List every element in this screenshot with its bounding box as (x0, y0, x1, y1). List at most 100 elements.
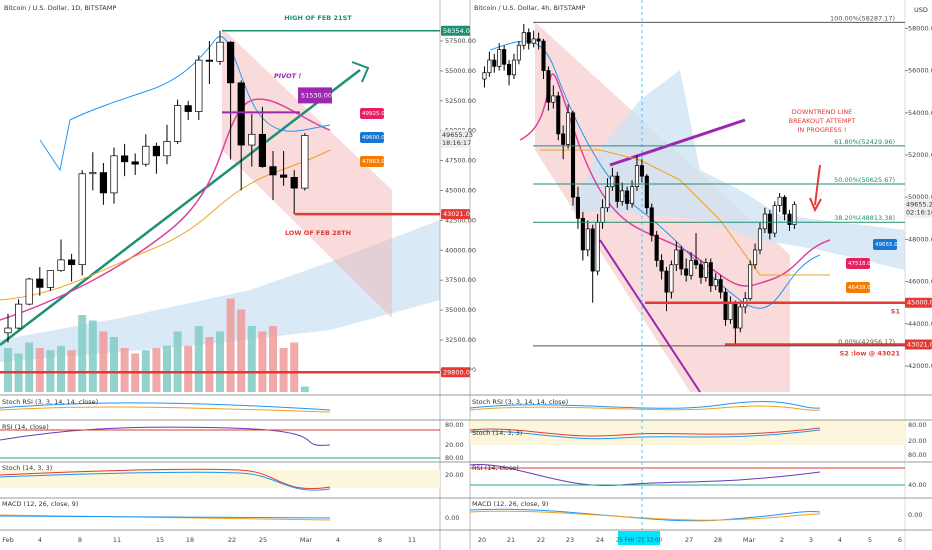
candle-body (57, 259, 65, 271)
x-tick-label: 15 (156, 536, 164, 544)
subpanel-lines (0, 401, 905, 522)
last-price (441, 129, 468, 148)
candle-body (753, 249, 758, 266)
last-price-label: 49655.23 (442, 131, 473, 139)
volume-bar (110, 337, 118, 392)
trendline (599, 239, 701, 393)
last-price (905, 199, 932, 218)
countdown: 02:16:16 (906, 208, 932, 216)
y-tick-label: 45000.00 (445, 187, 476, 195)
indicator-tag-label: 49600.00 (362, 135, 389, 141)
panel-tick: 80.00 (908, 421, 927, 429)
x-tick-label: Mar (743, 536, 756, 544)
y-tick-label: 52000.00 (908, 151, 932, 159)
y-tick-label: 44000.00 (908, 320, 932, 328)
candle-body (195, 59, 203, 112)
candle-body (110, 155, 118, 194)
candle-body (708, 262, 713, 287)
support-label: S1 (891, 308, 901, 316)
annotation: LOW OF FEB 28TH (285, 229, 351, 237)
candle-body (605, 186, 610, 209)
candle-body (649, 207, 654, 236)
candle-body (610, 175, 615, 188)
x-tick-label: 4 (336, 536, 340, 544)
volume-bar (258, 331, 267, 392)
y-tick-label: 50000.00 (908, 193, 932, 201)
arrow (351, 61, 370, 83)
candle-body (570, 112, 576, 198)
candle-body (248, 133, 256, 146)
candle-body (502, 49, 507, 65)
candle-body (792, 204, 797, 225)
candle-body (679, 249, 684, 270)
candle-body (600, 207, 605, 223)
candle-body (664, 270, 669, 293)
note: DOWNTREND LINE (792, 108, 852, 116)
candle-body (762, 213, 767, 230)
candle-body (511, 59, 517, 76)
volume-bar (120, 348, 129, 392)
candle-body (301, 135, 309, 189)
candle-body (644, 175, 649, 209)
y-tick-label: 57500.00 (445, 37, 476, 45)
candle-body (15, 303, 23, 329)
x-tick-label: 22 (228, 536, 236, 544)
panel-borders (0, 394, 932, 531)
candle-body (99, 172, 108, 194)
ichimoku-cloud (570, 70, 905, 270)
x-tick-label: 11 (113, 536, 121, 544)
countdown: 18:16:17 (442, 139, 471, 147)
candle-body (67, 259, 76, 266)
candle-body (131, 161, 139, 165)
support-label: S2 :low @ 43021 (840, 349, 901, 357)
volume-bar (300, 386, 309, 392)
price-tag-label: 45000.00 (907, 299, 932, 307)
candle-body (163, 141, 171, 157)
panel-tick: 80.00 (908, 451, 927, 459)
panel-label: Stoch RSI (3, 3, 14, 14, close) (2, 398, 98, 406)
x-tick-label: 4 (838, 536, 842, 544)
candle-body (258, 133, 266, 167)
panel-label: RSI (14, close) (2, 423, 49, 431)
y-tick-label: 42500.00 (445, 216, 476, 224)
candle-body (487, 59, 492, 74)
pivot-tag (298, 87, 332, 104)
candle-body (561, 133, 566, 145)
candle-body (89, 172, 97, 175)
candle-body (482, 72, 487, 80)
candle-body (782, 196, 787, 215)
candle-body (733, 302, 738, 329)
candle-body (713, 279, 718, 287)
y-tick-label: 35000.00 (445, 306, 476, 314)
panel-label: Stoch (14, 3, 3) (472, 429, 522, 437)
candle-body (142, 145, 150, 165)
candle-body (516, 44, 521, 61)
ichimoku-cloud (0, 220, 440, 362)
candle-body (639, 165, 644, 177)
last-price-label: 49655.23 (906, 200, 932, 208)
volume-bar (35, 348, 44, 392)
indicator-tag-label: 46439.00 (848, 285, 875, 291)
fib-label: 100.00%(58287.17) (830, 14, 895, 22)
x-tick-label: 24 (596, 536, 604, 544)
volume-bar (216, 331, 224, 392)
price-tag (905, 339, 932, 350)
panel-tick: 20.00 (445, 441, 464, 449)
candle-body (526, 32, 531, 44)
ma-line (0, 149, 331, 301)
indicator-tag (360, 132, 384, 143)
fib-label: 38.20%(48813.38) (834, 214, 895, 222)
x-tick-label: 8 (378, 536, 382, 544)
panel-label: MACD (12, 26, close, 9) (2, 500, 78, 508)
panel-label: RSI (14, close) (472, 464, 519, 472)
candle-body (748, 264, 753, 299)
trendline (609, 118, 746, 167)
panel-tick: 20.00 (908, 437, 927, 445)
x-tick-label: 3 (809, 536, 813, 544)
y-tick-label: 32500.00 (445, 336, 476, 344)
volume-bar (194, 326, 203, 392)
candle-body (46, 270, 55, 288)
ma-line (39, 36, 331, 172)
candle-body (625, 190, 630, 204)
